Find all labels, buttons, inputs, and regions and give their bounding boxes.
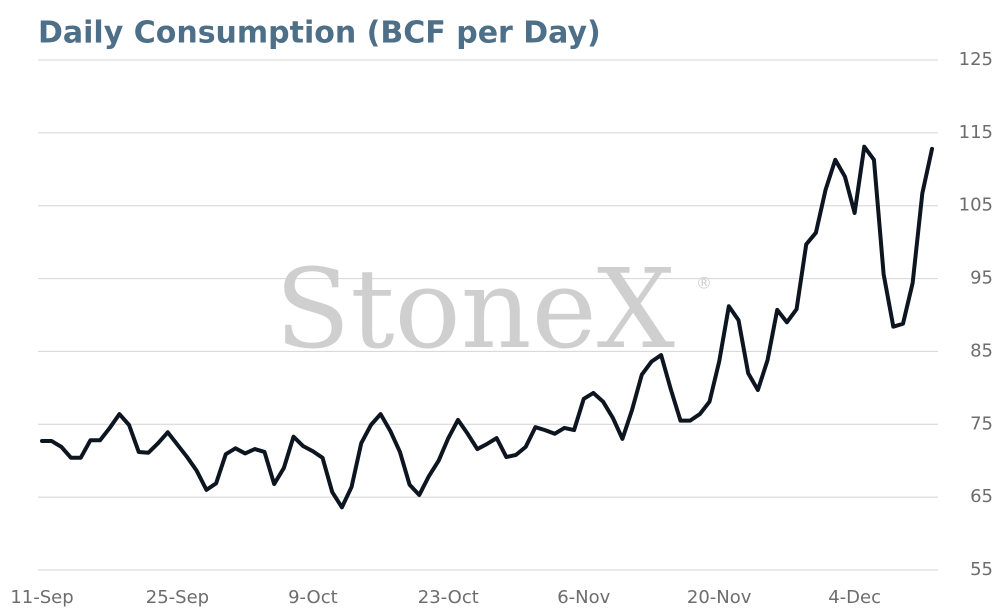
grid	[38, 59, 938, 571]
y-tick-label: 105	[959, 195, 993, 216]
x-tick-label: 23-Oct	[418, 587, 479, 608]
x-tick-label: 11-Sep	[10, 587, 73, 608]
y-tick-label: 85	[970, 340, 993, 361]
x-tick-label: 20-Nov	[687, 587, 752, 608]
x-tick-label: 4-Dec	[828, 587, 881, 608]
watermark-mark: ®	[696, 274, 712, 293]
y-tick-label: 65	[970, 486, 993, 507]
y-tick-label: 95	[970, 268, 993, 289]
y-tick-label: 55	[970, 559, 993, 580]
line-series	[40, 144, 934, 510]
y-tick-label: 75	[970, 413, 993, 434]
watermark: StoneX	[275, 245, 675, 373]
x-tick-label: 9-Oct	[288, 587, 338, 608]
y-tick-label: 115	[959, 122, 993, 143]
chart-title: Daily Consumption (BCF per Day)	[38, 16, 601, 51]
y-tick-label: 125	[959, 49, 993, 70]
x-tick-label: 6-Nov	[557, 587, 610, 608]
x-tick-label: 25-Sep	[146, 587, 209, 608]
